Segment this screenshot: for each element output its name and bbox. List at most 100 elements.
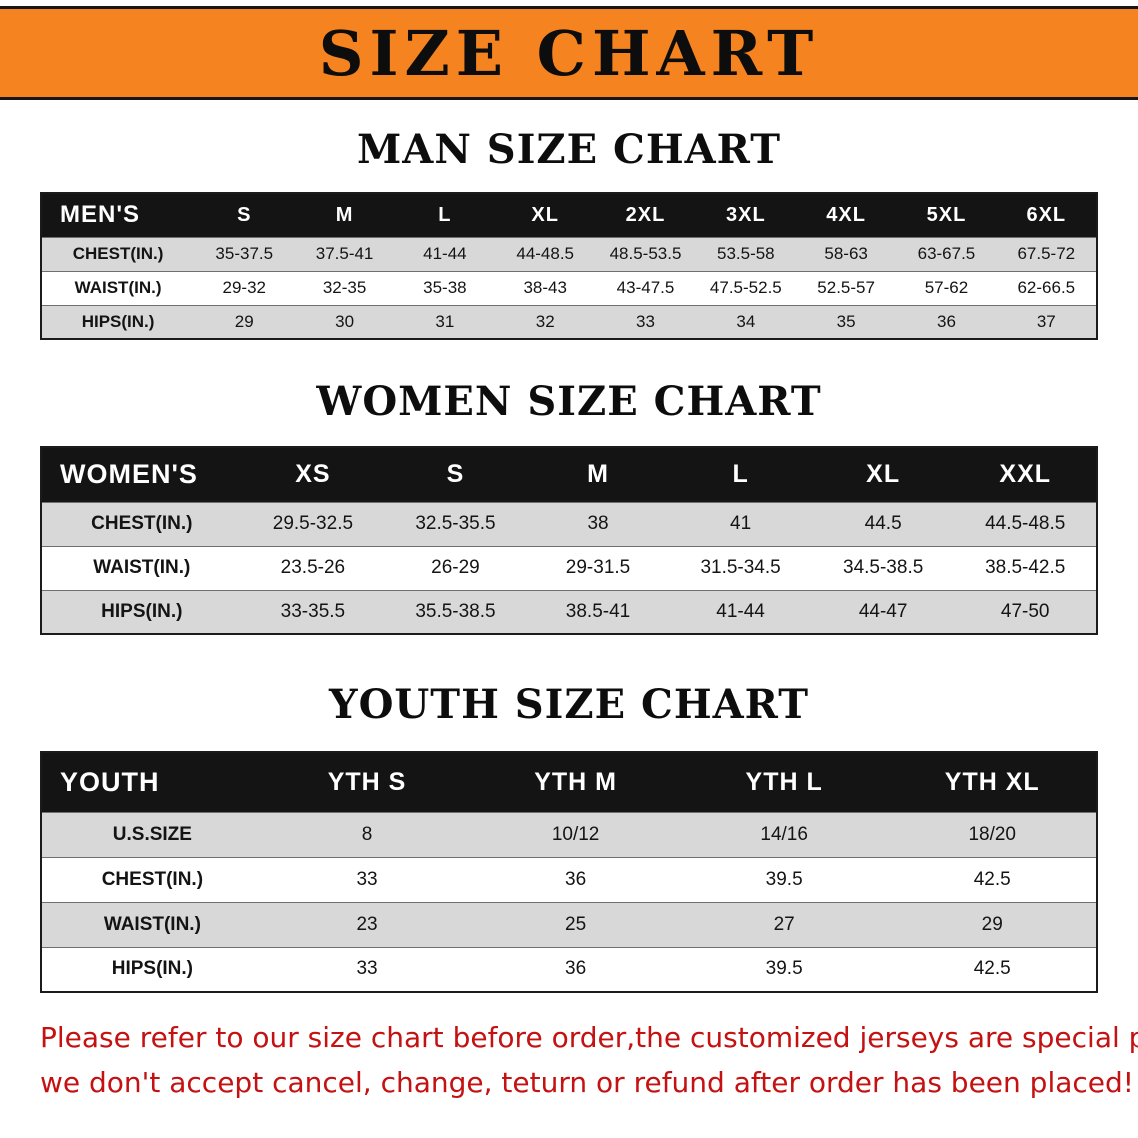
size-column-header: 6XL [996, 193, 1097, 237]
youth-size-table: YOUTH YTH S YTH M YTH L YTH XL U.S.SIZE 8 10/12… [40, 751, 1098, 993]
table-header-row: YOUTH YTH S YTH M YTH L YTH XL [41, 752, 1097, 812]
size-column-header: YTH S [262, 752, 472, 812]
measurement-value-cell: 47.5-52.5 [695, 270, 796, 305]
table-row: HIPS(IN.) 29 30 31 32 33 34 35 36 37 [41, 304, 1097, 339]
measurement-value-cell: 29.5-32.5 [241, 501, 385, 546]
measurement-value-cell: 26-29 [384, 545, 527, 590]
measurement-value-cell: 35-38 [394, 270, 496, 305]
women-size-chart-heading: WOMEN SIZE CHART [316, 378, 822, 425]
banner: SIZE CHART [0, 6, 1138, 100]
size-chart-page: { "banner": { "title": "SIZE CHART", "bg… [0, 6, 1138, 1138]
measurement-value-cell: 44.5 [811, 501, 955, 546]
size-column-header: YTH L [679, 752, 889, 812]
youth-size-chart-heading: YOUTH SIZE CHART [329, 681, 809, 728]
measurement-value-cell: 34.5-38.5 [811, 545, 955, 590]
footer-note-line1: Please refer to our size chart before or… [40, 1021, 1138, 1054]
measurement-value-cell: 62-66.5 [996, 270, 1097, 305]
measurement-value-cell: 25 [471, 901, 680, 947]
men-size-table: MEN'S S M L XL 2XL 3XL 4XL 5XL 6XL CHEST(IN.) 35-37… [40, 192, 1098, 340]
footer-note: Please refer to our size chart before or… [0, 1015, 1138, 1105]
row-label-cell: HIPS(IN.) [41, 946, 263, 992]
size-column-header: 3XL [695, 193, 796, 237]
row-label-cell: CHEST(IN.) [41, 856, 263, 902]
footer-note-line2: we don't accept cancel, change, teturn o… [40, 1066, 1135, 1099]
table-row: WAIST(IN.) 23.5-26 26-29 29-31.5 31.5-34.5 34… [41, 545, 1097, 590]
table-row: HIPS(IN.) 33 36 39.5 42.5 [41, 946, 1097, 992]
table-row: CHEST(IN.) 33 36 39.5 42.5 [41, 856, 1097, 902]
size-column-header: XL [811, 447, 955, 502]
measurement-value-cell: 36 [471, 856, 680, 902]
banner-title: SIZE CHART [318, 16, 820, 90]
size-column-header: L [669, 447, 812, 502]
size-column-header: 5XL [896, 193, 997, 237]
measurement-value-cell: 43-47.5 [595, 270, 696, 305]
measurement-value-cell: 31 [394, 304, 496, 339]
measurement-value-cell: 41-44 [669, 589, 812, 634]
table-header-row: WOMEN'S XS S M L XL XXL [41, 447, 1097, 502]
measurement-value-cell: 32.5-35.5 [384, 501, 527, 546]
table-row: CHEST(IN.) 35-37.5 37.5-41 41-44 44-48.5 48.5… [41, 236, 1097, 271]
size-column-header: 2XL [595, 193, 696, 237]
row-label-cell: CHEST(IN.) [41, 236, 195, 271]
measurement-value-cell: 18/20 [888, 811, 1097, 857]
row-label-cell: HIPS(IN.) [41, 304, 195, 339]
measurement-value-cell: 14/16 [679, 811, 889, 857]
size-column-header: XL [495, 193, 596, 237]
size-column-header: M [294, 193, 395, 237]
measurement-value-cell: 37 [996, 304, 1097, 339]
measurement-value-cell: 31.5-34.5 [669, 545, 812, 590]
size-column-header: S [194, 193, 295, 237]
measurement-value-cell: 52.5-57 [795, 270, 897, 305]
row-label-cell: CHEST(IN.) [41, 501, 242, 546]
measurement-value-cell: 33 [262, 946, 472, 992]
measurement-value-cell: 38 [526, 501, 670, 546]
measurement-value-cell: 57-62 [896, 270, 997, 305]
table-row: HIPS(IN.) 33-35.5 35.5-38.5 38.5-41 41-44 44-… [41, 589, 1097, 634]
measurement-value-cell: 37.5-41 [294, 236, 395, 271]
measurement-value-cell: 33 [262, 856, 472, 902]
table-row: CHEST(IN.) 29.5-32.5 32.5-35.5 38 41 44.5 44.5… [41, 501, 1097, 546]
measurement-value-cell: 44-48.5 [495, 236, 596, 271]
measurement-value-cell: 38.5-41 [526, 589, 670, 634]
measurement-value-cell: 39.5 [679, 856, 889, 902]
table-title-cell: WOMEN'S [41, 447, 242, 502]
table-row: WAIST(IN.) 23 25 27 29 [41, 901, 1097, 947]
measurement-value-cell: 42.5 [888, 856, 1097, 902]
row-label-cell: U.S.SIZE [41, 811, 263, 857]
measurement-value-cell: 34 [695, 304, 796, 339]
measurement-value-cell: 27 [679, 901, 889, 947]
size-column-header: S [384, 447, 527, 502]
measurement-value-cell: 33-35.5 [241, 589, 385, 634]
table-title-cell: MEN'S [41, 193, 195, 237]
size-column-header: M [526, 447, 670, 502]
measurement-value-cell: 23.5-26 [241, 545, 385, 590]
measurement-value-cell: 47-50 [954, 589, 1097, 634]
measurement-value-cell: 23 [262, 901, 472, 947]
size-column-header: L [394, 193, 496, 237]
measurement-value-cell: 42.5 [888, 946, 1097, 992]
size-column-header: XXL [954, 447, 1097, 502]
measurement-value-cell: 35 [795, 304, 897, 339]
row-label-cell: WAIST(IN.) [41, 545, 242, 590]
measurement-value-cell: 36 [896, 304, 997, 339]
measurement-value-cell: 29-32 [194, 270, 295, 305]
table-header-row: MEN'S S M L XL 2XL 3XL 4XL 5XL 6XL [41, 193, 1097, 237]
measurement-value-cell: 33 [595, 304, 696, 339]
measurement-value-cell: 35.5-38.5 [384, 589, 527, 634]
measurement-value-cell: 32 [495, 304, 596, 339]
measurement-value-cell: 41-44 [394, 236, 496, 271]
table-title-cell: YOUTH [41, 752, 263, 812]
measurement-value-cell: 29 [194, 304, 295, 339]
table-row: WAIST(IN.) 29-32 32-35 35-38 38-43 43-47.5 47.… [41, 270, 1097, 305]
measurement-value-cell: 58-63 [795, 236, 897, 271]
measurement-value-cell: 10/12 [471, 811, 680, 857]
measurement-value-cell: 32-35 [294, 270, 395, 305]
measurement-value-cell: 38.5-42.5 [954, 545, 1097, 590]
table-row: U.S.SIZE 8 10/12 14/16 18/20 [41, 811, 1097, 857]
measurement-value-cell: 41 [669, 501, 812, 546]
measurement-value-cell: 53.5-58 [695, 236, 796, 271]
measurement-value-cell: 35-37.5 [194, 236, 295, 271]
man-size-chart-heading: MAN SIZE CHART [357, 126, 781, 173]
measurement-value-cell: 48.5-53.5 [595, 236, 696, 271]
measurement-value-cell: 29-31.5 [526, 545, 670, 590]
